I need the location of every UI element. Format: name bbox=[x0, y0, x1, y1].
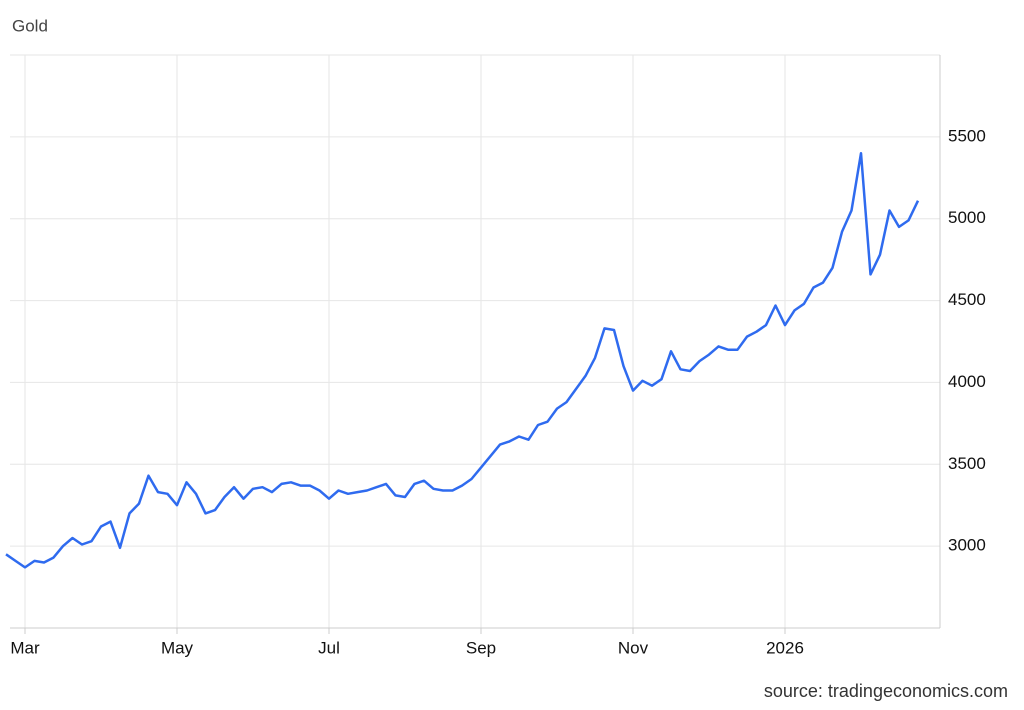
y-tick-label: 4500 bbox=[948, 290, 986, 309]
y-tick-label: 5500 bbox=[948, 126, 986, 145]
x-tick-label: May bbox=[161, 638, 194, 657]
x-tick-label: Nov bbox=[618, 638, 649, 657]
source: source: tradingeconomics.com bbox=[764, 681, 1008, 701]
x-tick-label: Sep bbox=[466, 638, 496, 657]
y-tick-label: 5000 bbox=[948, 208, 986, 227]
chart-title: Gold bbox=[12, 16, 48, 35]
y-tick-label: 3000 bbox=[948, 536, 986, 555]
y-tick-label: 4000 bbox=[948, 372, 986, 391]
x-tick-label: Mar bbox=[10, 638, 40, 657]
price-line bbox=[5, 151, 920, 569]
x-tick-label: 2026 bbox=[766, 638, 804, 657]
y-tick-label: 3500 bbox=[948, 454, 986, 473]
x-tick-label: Jul bbox=[318, 638, 340, 657]
